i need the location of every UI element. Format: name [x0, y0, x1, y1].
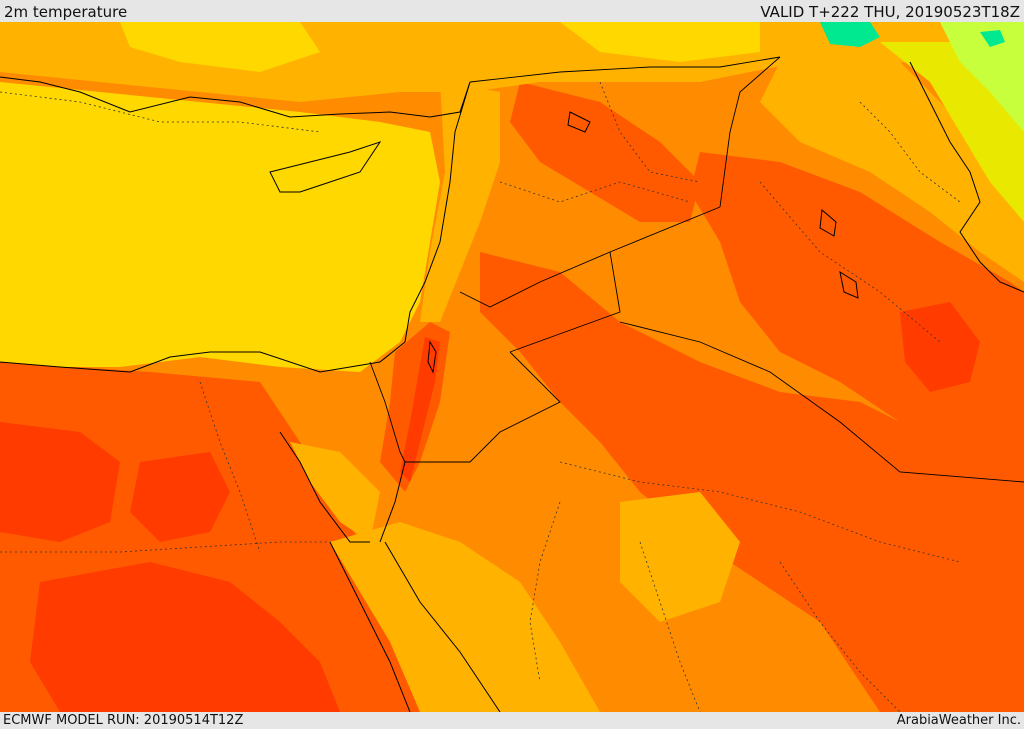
credit-label: ArabiaWeather Inc. [896, 713, 1021, 728]
province-line-north [599, 81, 701, 183]
iraq-lake-south [839, 270, 859, 299]
mild-zone-arabia [330, 522, 600, 712]
mediterranean-sea-field [0, 82, 440, 372]
province-borders [0, 81, 961, 712]
zagros-foothills [909, 61, 1024, 293]
province-line-saudi-west [639, 541, 701, 712]
very-hot-core-egypt-south [30, 562, 340, 712]
egypt-israel-border [369, 361, 406, 463]
mediterranean-coast-north [0, 76, 471, 118]
cold-zone-northeast [940, 22, 1024, 132]
dead-sea [427, 340, 437, 374]
province-line-syria [499, 181, 691, 203]
very-hot-core-sinai-east [130, 452, 230, 542]
red-sea-west-coast [329, 541, 411, 712]
mild-zone-coast-levant [420, 82, 500, 322]
turkey-syria-border [469, 56, 781, 83]
header-bar: 2m temperature VALID T+222 THU, 20190523… [0, 0, 1024, 22]
province-line-hijaz [529, 501, 561, 683]
very-hot-core-egypt-west [0, 422, 120, 542]
valid-time: VALID T+222 THU, 20190523T18Z [760, 3, 1020, 21]
temperature-map[interactable] [0, 22, 1024, 712]
gulf-of-aqaba [379, 461, 406, 543]
temperature-map-svg [0, 22, 1024, 712]
very-hot-core-jordan-valley [400, 337, 440, 482]
levant-coast [379, 81, 471, 363]
mild-zone-north-iraq [760, 62, 1024, 282]
very-hot-core-iraq [900, 302, 980, 392]
map-title: 2m temperature [4, 3, 128, 21]
model-run-label: ECMWF MODEL RUN: 20190514T12Z [3, 713, 244, 728]
province-line-egypt [0, 541, 330, 553]
colder-spot-caucasus [980, 30, 1005, 47]
turkey-yellow-band-east [560, 22, 760, 62]
province-line-kurdistan [859, 101, 961, 203]
lake-assad [567, 111, 591, 133]
hot-zone-syria-iraq [480, 252, 1024, 712]
red-sea-east-coast [384, 541, 501, 712]
syria-iraq-north [719, 56, 781, 208]
gulf-of-suez [279, 431, 370, 543]
turkey-yellow-band [120, 22, 320, 72]
province-line-saudi-east [779, 561, 901, 712]
province-line-iraq [759, 181, 941, 343]
colder-spot-anatolia [820, 22, 880, 47]
coastlines [0, 61, 1024, 712]
syria-iraq-border [459, 206, 721, 308]
hot-zone-iraq-east [690, 152, 1024, 482]
jordan-iraq-border [509, 251, 621, 353]
jordan-saudi-border [405, 351, 561, 463]
footer-bar: ECMWF MODEL RUN: 20190514T12Z ArabiaWeat… [0, 712, 1024, 729]
egypt-coast [0, 351, 381, 373]
saudi-iraq-border [619, 321, 1024, 483]
cyprus-outline [269, 141, 382, 193]
province-line-sinai [199, 381, 261, 553]
mild-zone-saudi-patches [620, 492, 740, 622]
mild-zone-red-sea-coast [290, 442, 380, 542]
iraq-lake [819, 209, 837, 237]
borders [369, 56, 1024, 483]
hot-zone-north-syria [510, 82, 700, 222]
